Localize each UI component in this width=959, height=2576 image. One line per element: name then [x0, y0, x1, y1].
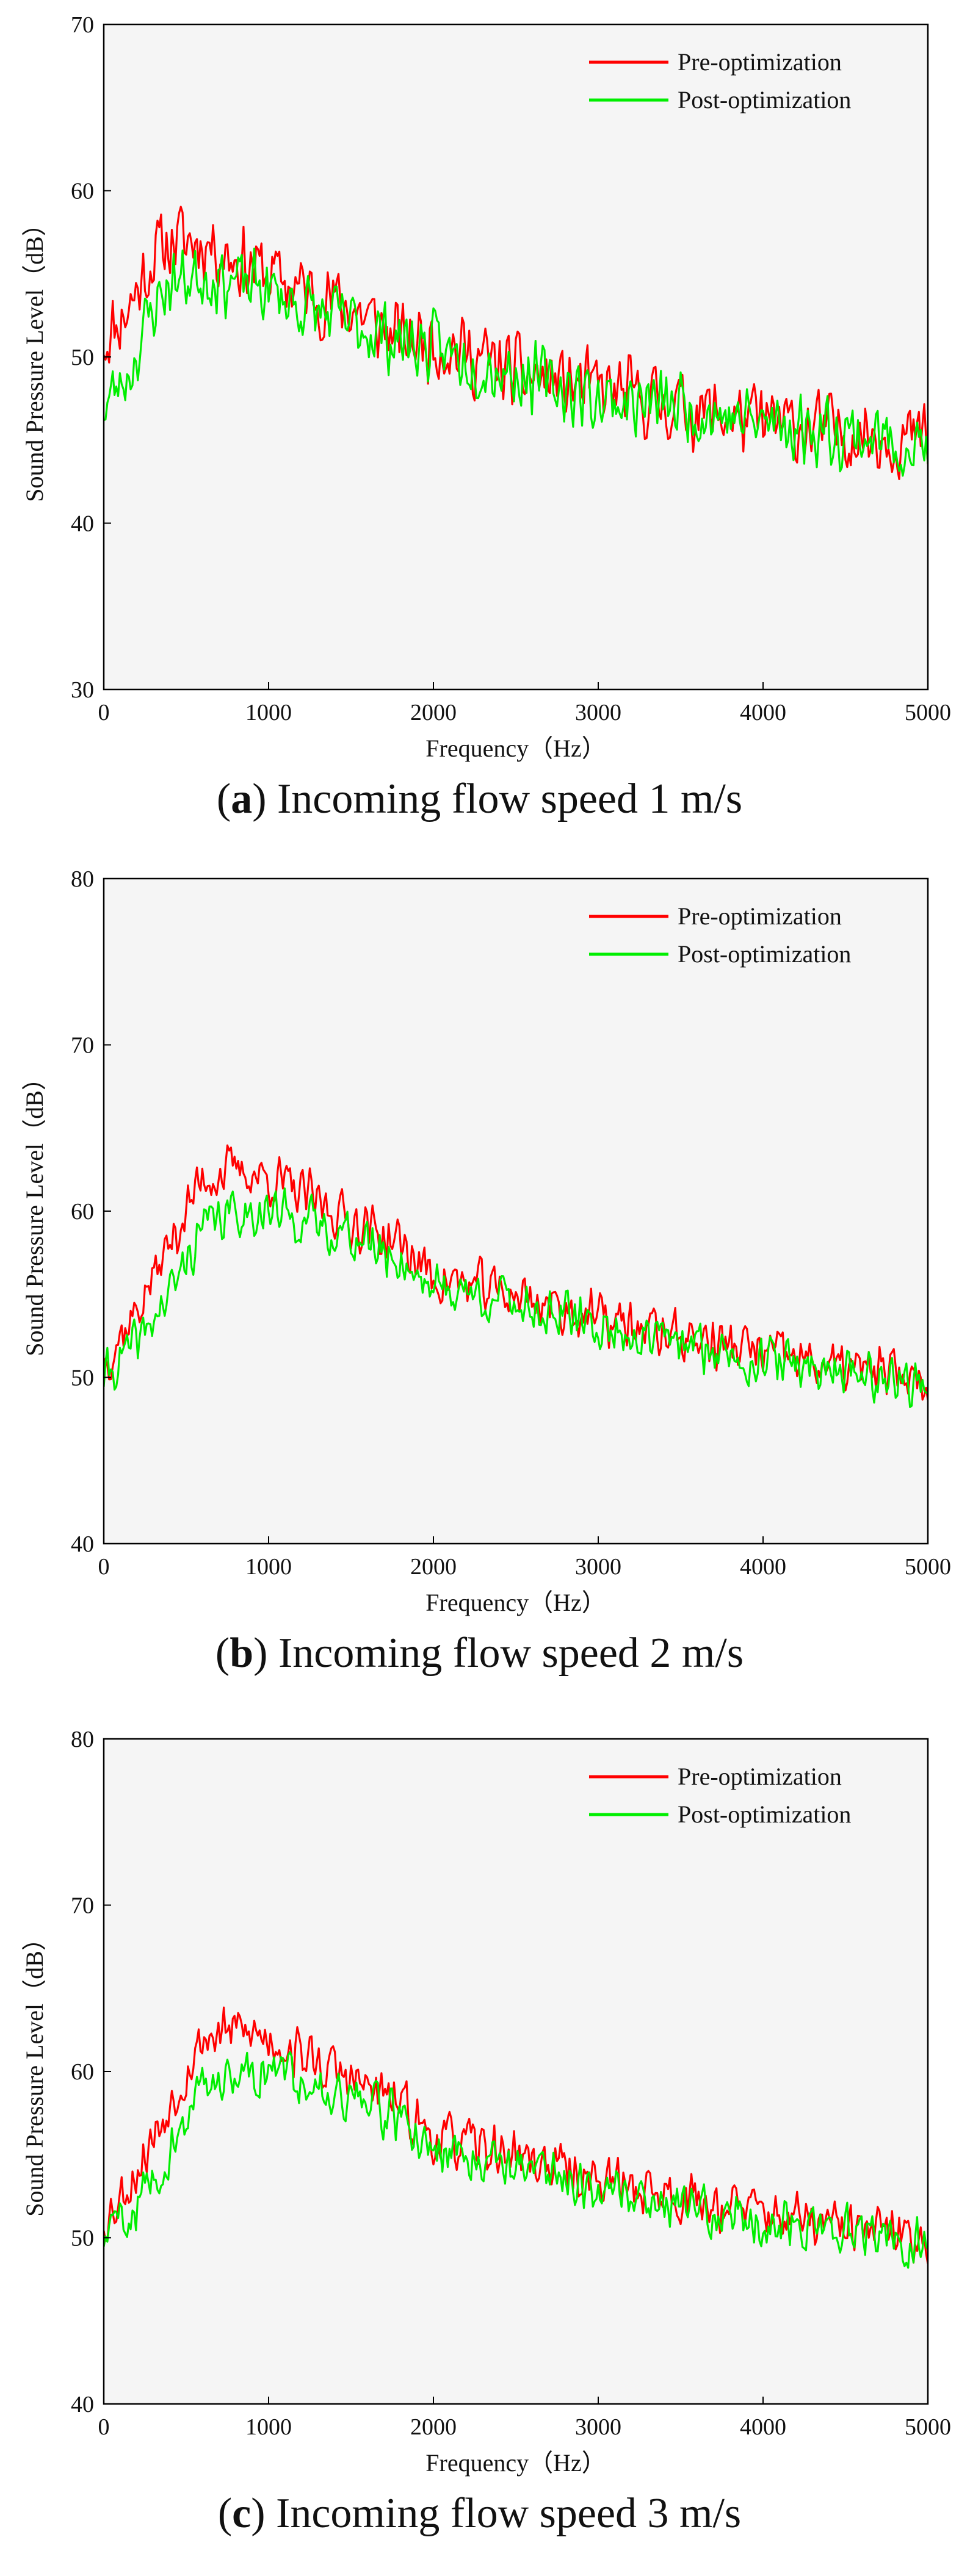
series-line-post-optimization [104, 1187, 928, 1408]
legend: Pre-optimization Post-optimization [589, 1763, 851, 1828]
x-tick-label: 3000 [575, 2414, 621, 2440]
y-tick-label: 50 [71, 345, 94, 370]
legend: Pre-optimization Post-optimization [589, 902, 851, 968]
y-tick-label: 40 [71, 2392, 94, 2417]
caption-c-text: Incoming flow speed 3 m/s [276, 2490, 742, 2537]
x-tick-label: 5000 [905, 700, 951, 725]
x-tick-label: 5000 [905, 1554, 951, 1580]
x-tick-label: 2000 [410, 700, 457, 725]
legend-label: Post-optimization [678, 1801, 851, 1828]
legend-label: Pre-optimization [678, 902, 842, 930]
series-line-post-optimization [104, 247, 928, 477]
chart-c-svg: 0 1000 2000 3000 4000 5000 40 50 60 70 80 Frequency… [21, 1727, 951, 2477]
caption-b: (b) Incoming flow speed 2 m/s [215, 1630, 744, 1677]
y-tick-label: 30 [71, 677, 94, 703]
caption-b-text: Incoming flow speed 2 m/s [278, 1630, 744, 1677]
y-tick-label: 70 [71, 12, 94, 38]
series-group [104, 206, 928, 480]
y-tick-label: 40 [71, 511, 94, 537]
caption-a: (a) Incoming flow speed 1 m/s [216, 775, 743, 822]
y-axis-label: Sound Pressure Level（dB） [21, 1926, 48, 2217]
y-tick-label: 50 [71, 2226, 94, 2251]
caption-a-letter: a [231, 775, 253, 822]
x-tick-label: 0 [98, 1554, 110, 1580]
x-tick-label: 5000 [905, 2414, 951, 2440]
y-tick-label: 80 [71, 866, 94, 892]
legend-label: Pre-optimization [678, 48, 842, 76]
x-tick-label: 4000 [740, 2414, 786, 2440]
chart-panel-b: 0 1000 2000 3000 4000 5000 40 50 60 70 80 Frequency… [0, 854, 959, 1690]
x-tick-label: 2000 [410, 1554, 457, 1580]
x-axis-label: Frequency（Hz） [425, 1589, 606, 1616]
series-group [104, 1144, 928, 1408]
series-group [104, 2006, 928, 2269]
y-axis-label: Sound Pressure Level（dB） [21, 1066, 48, 1356]
series-line-pre-optimization [104, 1144, 928, 1401]
caption-a-text: Incoming flow speed 1 m/s [277, 775, 743, 822]
caption-b-letter: b [230, 1630, 254, 1677]
series-line-pre-optimization [104, 206, 928, 480]
x-tick-label: 3000 [575, 700, 621, 725]
legend: Pre-optimization Post-optimization [589, 48, 851, 113]
y-tick-label: 70 [71, 1033, 94, 1059]
y-tick-label: 80 [71, 1727, 94, 1752]
y-tick-label: 60 [71, 179, 94, 204]
x-tick-label: 1000 [245, 700, 292, 725]
x-axis-label: Frequency（Hz） [425, 2449, 606, 2477]
plot-area [104, 879, 928, 1544]
x-tick-label: 2000 [410, 2414, 457, 2440]
y-tick-label: 60 [71, 2059, 94, 2085]
chart-b-svg: 0 1000 2000 3000 4000 5000 40 50 60 70 80 Frequency… [21, 866, 951, 1616]
caption-c: (c) Incoming flow speed 3 m/s [217, 2490, 742, 2537]
y-tick-label: 40 [71, 1531, 94, 1557]
x-tick-label: 0 [98, 2414, 110, 2440]
chart-a-svg: 0 1000 2000 3000 4000 5000 30 40 50 60 70 Frequency… [21, 12, 951, 762]
series-line-post-optimization [104, 2051, 928, 2269]
x-tick-label: 1000 [245, 2414, 292, 2440]
y-tick-label: 50 [71, 1365, 94, 1391]
legend-label: Post-optimization [678, 940, 851, 968]
legend-label: Post-optimization [678, 86, 851, 113]
x-axis-label: Frequency（Hz） [425, 735, 606, 762]
x-tick-label: 3000 [575, 1554, 621, 1580]
y-tick-label: 60 [71, 1199, 94, 1225]
chart-panel-c: 0 1000 2000 3000 4000 5000 40 50 60 70 80 Frequency… [0, 1714, 959, 2550]
legend-label: Pre-optimization [678, 1763, 842, 1790]
caption-c-letter: c [232, 2490, 252, 2537]
x-tick-label: 0 [98, 700, 110, 725]
plot-area [104, 1739, 928, 2404]
y-axis-label: Sound Pressure Level（dB） [21, 212, 48, 502]
x-tick-label: 1000 [245, 1554, 292, 1580]
x-tick-label: 4000 [740, 1554, 786, 1580]
y-tick-label: 70 [71, 1893, 94, 1919]
x-tick-label: 4000 [740, 700, 786, 725]
chart-panel-a: 0 1000 2000 3000 4000 5000 30 40 50 60 70 Frequency… [0, 0, 959, 836]
